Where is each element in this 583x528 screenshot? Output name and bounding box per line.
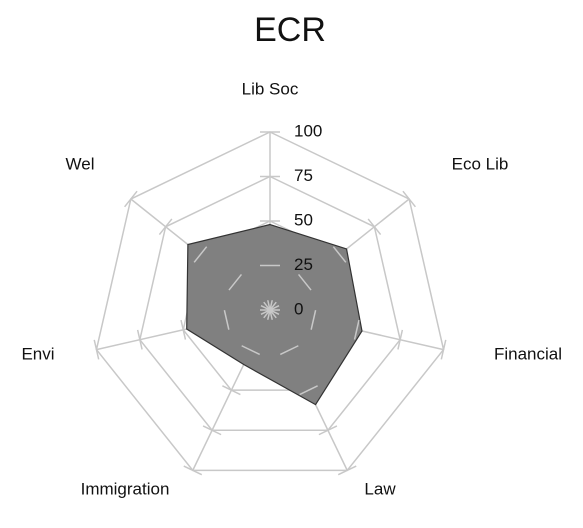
tick-label: 0 — [294, 299, 303, 318]
tick-mark — [297, 273, 312, 291]
tick-mark — [124, 190, 138, 208]
tick-mark — [397, 329, 404, 350]
axis-label: Eco Lib — [452, 154, 509, 173]
axis-label: Financial — [494, 344, 562, 363]
tick-label: 75 — [294, 166, 313, 185]
tick-label: 25 — [294, 255, 313, 274]
tick-mark — [279, 345, 299, 356]
tick-mark — [337, 465, 357, 476]
chart-title: ECR — [254, 11, 326, 49]
tick-label: 50 — [294, 210, 313, 229]
tick-mark — [402, 190, 416, 208]
grid-ring — [139, 175, 401, 432]
tick-mark — [93, 339, 100, 360]
tick-mark — [241, 345, 261, 356]
tick-mark — [223, 309, 230, 330]
tick-mark — [367, 218, 382, 236]
axis-label: Wel — [66, 154, 95, 173]
tick-mark — [136, 329, 143, 350]
tick-label: 100 — [294, 121, 322, 140]
tick-mark — [158, 218, 173, 236]
tick-mark — [318, 425, 338, 436]
tick-mark — [263, 301, 277, 319]
tick-mark — [310, 309, 317, 330]
tick-mark — [353, 319, 360, 340]
tick-mark — [299, 385, 318, 396]
tick-mark — [440, 339, 447, 360]
tick-mark — [193, 246, 208, 263]
tick-mark — [332, 246, 347, 263]
axis-label: Law — [364, 479, 396, 498]
axis-label: Lib Soc — [242, 79, 299, 98]
tick-mark — [228, 273, 243, 291]
grid-ring — [95, 131, 445, 472]
tick-mark — [222, 385, 241, 396]
axis-label: Envi — [21, 344, 54, 363]
tick-mark — [183, 465, 203, 476]
axis-label: Immigration — [81, 479, 170, 498]
tick-mark — [180, 319, 187, 340]
tick-mark — [202, 425, 222, 436]
